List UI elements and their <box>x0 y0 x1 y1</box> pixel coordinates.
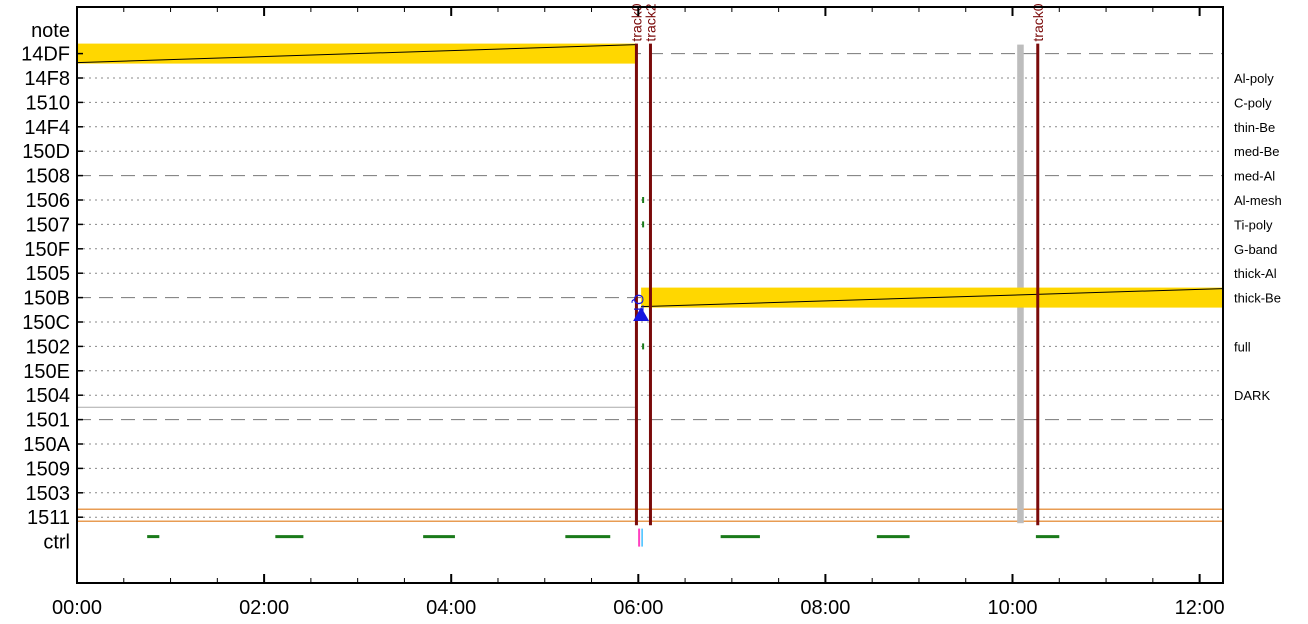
y-row-label: 1506 <box>26 190 71 212</box>
y-row-label: note <box>31 20 70 42</box>
y-row-label: 150B <box>23 288 70 310</box>
yellow-bar-diagonal <box>641 288 1224 308</box>
y-row-label: 1510 <box>26 92 71 114</box>
y-row-label: 150D <box>22 141 70 163</box>
y-row-label: 150F <box>24 239 70 261</box>
filter-label: med-Al <box>1234 169 1275 184</box>
x-tick-label: 08:00 <box>800 597 850 619</box>
y-row-label: 14F8 <box>24 68 70 90</box>
x-tick-label: 10:00 <box>987 597 1037 619</box>
x-tick-label: 04:00 <box>426 597 476 619</box>
filter-label: thin-Be <box>1234 120 1275 135</box>
y-row-label: 150C <box>22 312 70 334</box>
y-row-label: 1504 <box>26 385 71 407</box>
filter-label: Al-poly <box>1234 71 1274 86</box>
gray-band <box>1017 44 1024 524</box>
y-row-label: 1503 <box>26 483 71 505</box>
data-marks <box>76 43 1224 547</box>
filter-label: G-band <box>1234 242 1277 257</box>
track-label: track0 <box>628 3 644 41</box>
plot-frame <box>76 6 1224 584</box>
filter-label: Ti-poly <box>1234 217 1273 232</box>
y-row-label: 150A <box>23 434 70 456</box>
filter-label: thick-Al <box>1234 266 1277 281</box>
filter-labels: Al-poly C-poly thin-Be med-Be med-Al Al-mesh T… <box>1234 71 1282 403</box>
y-row-label: 150E <box>23 361 70 383</box>
filter-label: thick-Be <box>1234 291 1281 306</box>
filter-label: DARK <box>1234 388 1270 403</box>
qt-label: QT <box>631 294 647 314</box>
track-label: track2 <box>642 3 658 41</box>
x-tick-label: 06:00 <box>613 597 663 619</box>
qt-triangle <box>633 307 650 321</box>
y-row-label: 14DF <box>21 44 70 66</box>
y-row-label: ctrl <box>43 532 70 554</box>
y-row-label: 1509 <box>26 458 71 480</box>
y-row-label: 14F4 <box>24 117 70 139</box>
y-row-label: 1511 <box>27 507 70 529</box>
y-row-label: 1505 <box>26 263 71 285</box>
y-row-label: 1507 <box>26 214 71 236</box>
plot-border <box>76 6 1224 584</box>
x-tick-label: 02:00 <box>239 597 289 619</box>
filter-label: C-poly <box>1234 95 1272 110</box>
y-row-label: 1508 <box>26 166 71 188</box>
y-row-label: 1502 <box>26 336 71 358</box>
filter-label: Al-mesh <box>1234 193 1282 208</box>
x-axis-labels: 00:00 02:00 04:00 06:00 08:00 10:00 12:00 <box>52 597 1225 619</box>
track-label: track0 <box>1030 3 1046 41</box>
filter-label: full <box>1234 339 1251 354</box>
y-row-label: 1501 <box>26 410 71 432</box>
x-tick-label: 12:00 <box>1175 597 1225 619</box>
filter-label: med-Be <box>1234 144 1280 159</box>
x-tick-label: 00:00 <box>52 597 102 619</box>
yellow-bar-diagonal <box>76 44 637 64</box>
